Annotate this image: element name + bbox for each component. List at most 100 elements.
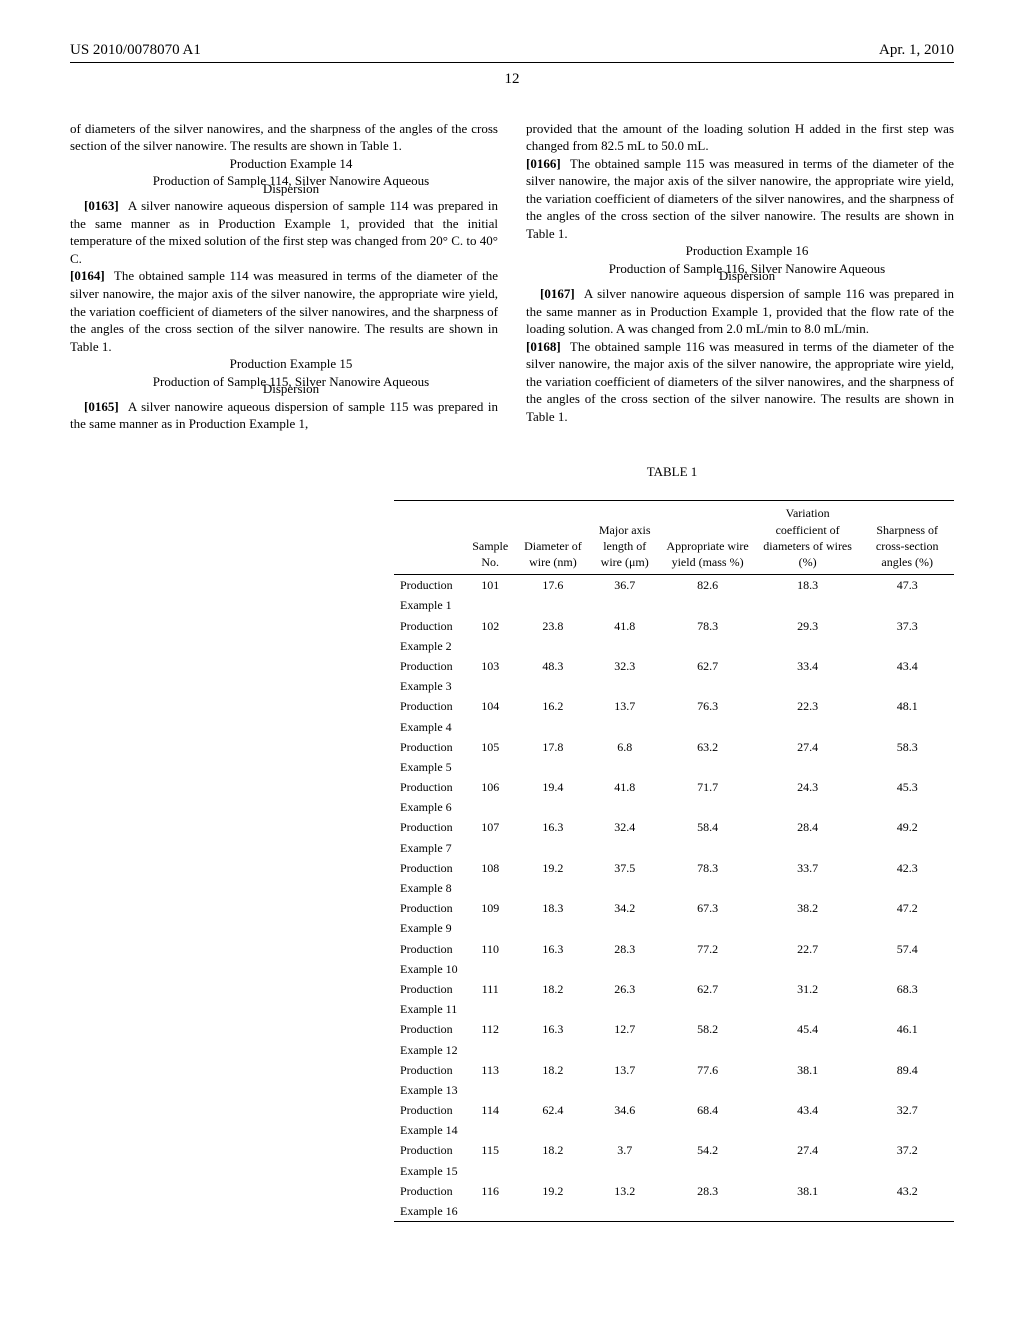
paragraph-text: A silver nanowire aqueous dispersion of … (526, 286, 954, 336)
row-label: Example 10 (394, 959, 464, 979)
table-cell: 24.3 (755, 777, 861, 797)
row-label: Example 16 (394, 1201, 464, 1222)
table-cell: 13.7 (589, 696, 660, 716)
table-cell (589, 1040, 660, 1060)
table-cell (755, 757, 861, 777)
table-cell (860, 1040, 954, 1060)
table-cell: 32.3 (589, 656, 660, 676)
table-cell: 12.7 (589, 1019, 660, 1039)
example-14-title-line2: Dispersion (70, 180, 498, 198)
example-16-title-line2: Dispersion (526, 267, 954, 285)
table-cell: 18.3 (517, 898, 589, 918)
table-row: Production10416.213.776.322.348.1 (394, 696, 954, 716)
row-label: Production (394, 616, 464, 636)
table-cell (860, 838, 954, 858)
table-cell: 68.3 (860, 979, 954, 999)
table-cell (860, 1120, 954, 1140)
table-row: Example 13 (394, 1080, 954, 1100)
table-cell (589, 1120, 660, 1140)
row-label: Example 7 (394, 838, 464, 858)
table-cell (755, 676, 861, 696)
table-row: Production11118.226.362.731.268.3 (394, 979, 954, 999)
table-cell: 16.3 (517, 939, 589, 959)
table-cell: 16.3 (517, 817, 589, 837)
table-cell: 71.7 (660, 777, 754, 797)
table-cell: 27.4 (755, 737, 861, 757)
table-cell: 109 (464, 898, 517, 918)
table-cell: 18.2 (517, 979, 589, 999)
table-cell (755, 717, 861, 737)
table-cell: 38.1 (755, 1181, 861, 1201)
table-cell (517, 595, 589, 615)
row-label: Production (394, 1181, 464, 1201)
table-cell: 3.7 (589, 1140, 660, 1160)
table-cell (660, 1120, 754, 1140)
table-cell (660, 797, 754, 817)
example-16-label: Production Example 16 (526, 242, 954, 260)
table-cell: 16.3 (517, 1019, 589, 1039)
table-cell (517, 797, 589, 817)
table-cell: 77.6 (660, 1060, 754, 1080)
col-header-majoraxis: Major axis length of wire (μm) (589, 501, 660, 575)
table-cell (660, 999, 754, 1019)
table-row: Production11216.312.758.245.446.1 (394, 1019, 954, 1039)
table-row: Example 15 (394, 1161, 954, 1181)
table-cell (589, 838, 660, 858)
table-cell (860, 878, 954, 898)
table-cell (660, 918, 754, 938)
table-cell: 111 (464, 979, 517, 999)
table-cell: 41.8 (589, 616, 660, 636)
table-cell (589, 999, 660, 1019)
table-cell (755, 1040, 861, 1060)
table-header: Sample No. Diameter of wire (nm) Major a… (394, 501, 954, 575)
row-label: Production (394, 1019, 464, 1039)
table-cell: 89.4 (860, 1060, 954, 1080)
table-cell (660, 1161, 754, 1181)
table-cell: 102 (464, 616, 517, 636)
table-cell (860, 676, 954, 696)
table-cell (860, 1080, 954, 1100)
table-cell: 19.2 (517, 1181, 589, 1201)
table-cell: 36.7 (589, 575, 660, 596)
table-cell: 33.7 (755, 858, 861, 878)
table-cell: 101 (464, 575, 517, 596)
table-cell: 28.3 (589, 939, 660, 959)
example-14-label: Production Example 14 (70, 155, 498, 173)
table-cell (860, 999, 954, 1019)
table-cell (517, 1161, 589, 1181)
row-label: Production (394, 1140, 464, 1160)
paragraph-0166: [0166] The obtained sample 115 was measu… (526, 155, 954, 243)
table-row: Production10819.237.578.333.742.3 (394, 858, 954, 878)
table-cell (517, 1080, 589, 1100)
table-cell: 62.7 (660, 979, 754, 999)
table-cell (464, 999, 517, 1019)
table-cell (517, 838, 589, 858)
row-label: Example 3 (394, 676, 464, 696)
table-cell (464, 757, 517, 777)
table-cell: 57.4 (860, 939, 954, 959)
table-cell (755, 999, 861, 1019)
left-intro-paragraph: of diameters of the silver nanowires, an… (70, 120, 498, 155)
table-cell (755, 959, 861, 979)
table-cell: 38.1 (755, 1060, 861, 1080)
row-label: Example 13 (394, 1080, 464, 1100)
table-cell (517, 757, 589, 777)
table-cell: 49.2 (860, 817, 954, 837)
table-cell (589, 1201, 660, 1222)
table-cell (517, 717, 589, 737)
paragraph-0168: [0168] The obtained sample 116 was measu… (526, 338, 954, 426)
table-cell (464, 1161, 517, 1181)
table-cell (755, 1201, 861, 1222)
table-cell (464, 595, 517, 615)
table-cell: 19.2 (517, 858, 589, 878)
table-cell: 41.8 (589, 777, 660, 797)
table-cell: 47.3 (860, 575, 954, 596)
table-cell: 48.1 (860, 696, 954, 716)
paragraph-0167: [0167] A silver nanowire aqueous dispers… (526, 285, 954, 338)
table-cell: 68.4 (660, 1100, 754, 1120)
table-cell (660, 1080, 754, 1100)
table-cell (589, 918, 660, 938)
paragraph-number: [0164] (70, 268, 105, 283)
paragraph-text: The obtained sample 114 was measured in … (70, 268, 498, 353)
table-cell: 37.3 (860, 616, 954, 636)
